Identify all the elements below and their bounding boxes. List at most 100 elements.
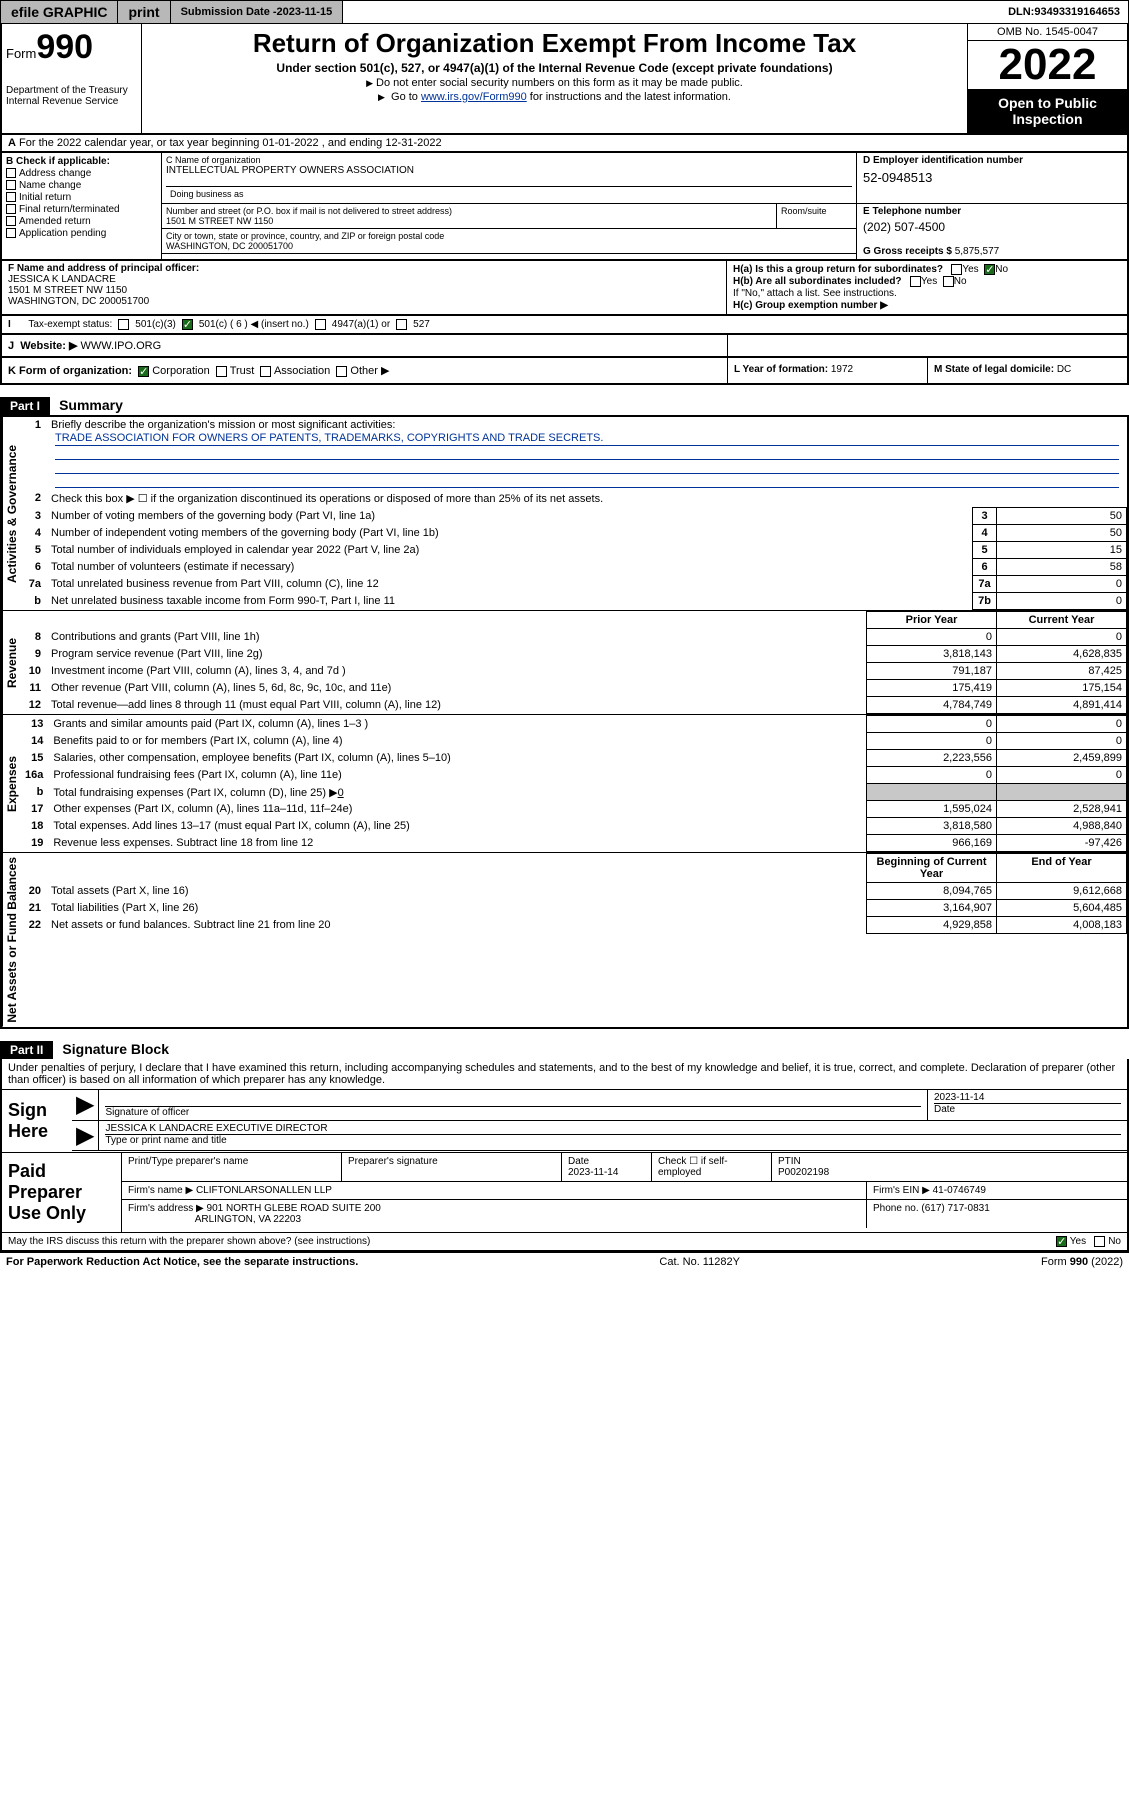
irs-link[interactable]: www.irs.gov/Form990 bbox=[421, 91, 527, 103]
chk-501c3[interactable] bbox=[118, 319, 129, 330]
chk-amended[interactable]: Amended return bbox=[6, 216, 157, 227]
gross-receipts: G Gross receipts $ 5,875,577 bbox=[863, 246, 1121, 257]
chk-assoc[interactable] bbox=[260, 366, 271, 377]
firm-ein: 41-0746749 bbox=[933, 1185, 986, 1196]
footer-mid: Cat. No. 11282Y bbox=[659, 1256, 740, 1268]
subtitle-3: Go to www.irs.gov/Form990 for instructio… bbox=[150, 91, 959, 103]
opt-501c: 501(c) ( 6 ) ◀ (insert no.) bbox=[199, 319, 309, 330]
officer-addr1: 1501 M STREET NW 1150 bbox=[8, 285, 127, 296]
form-title: Return of Organization Exempt From Incom… bbox=[150, 28, 959, 59]
efile-button[interactable]: efile GRAPHIC bbox=[1, 1, 118, 23]
chk-other[interactable] bbox=[336, 366, 347, 377]
org-name: INTELLECTUAL PROPERTY OWNERS ASSOCIATION bbox=[166, 165, 852, 176]
opt-other: Other ▶ bbox=[350, 365, 389, 377]
dept-treasury: Department of the Treasury bbox=[6, 85, 137, 96]
yes-1: Yes bbox=[962, 264, 978, 275]
room-cell: Room/suite bbox=[776, 204, 856, 228]
chk-corp[interactable] bbox=[138, 366, 149, 377]
opt-final: Final return/terminated bbox=[19, 204, 120, 215]
net-table: Beginning of Current YearEnd of Year 20T… bbox=[21, 853, 1127, 934]
city-cell: City or town, state or province, country… bbox=[162, 229, 856, 254]
exp-row-14: 14Benefits paid to or for members (Part … bbox=[21, 733, 1127, 750]
opt-address: Address change bbox=[19, 168, 91, 179]
chk-initial[interactable]: Initial return bbox=[6, 192, 157, 203]
no-1: No bbox=[995, 264, 1008, 275]
address-block: Number and street (or P.O. box if mail i… bbox=[162, 204, 857, 259]
city-value: WASHINGTON, DC 200051700 bbox=[166, 241, 852, 251]
ha-no[interactable] bbox=[984, 264, 995, 275]
org-name-cell: C Name of organization INTELLECTUAL PROP… bbox=[162, 153, 857, 204]
open-public: Open to Public Inspection bbox=[968, 89, 1127, 133]
sig-officer-label: Signature of officer bbox=[105, 1106, 921, 1118]
beg-hdr: Beginning of Current Year bbox=[867, 854, 997, 883]
date-label: Date bbox=[934, 1103, 1121, 1115]
header-left: Form990 Department of the Treasury Inter… bbox=[2, 24, 142, 133]
ha-label: H(a) Is this a group return for subordin… bbox=[733, 264, 943, 275]
topbar: efile GRAPHIC print Submission Date - 20… bbox=[0, 0, 1129, 24]
line-a: A For the 2022 calendar year, or tax yea… bbox=[0, 135, 1129, 153]
opt-amended: Amended return bbox=[19, 216, 91, 227]
vlabel-rev: Revenue bbox=[2, 611, 21, 714]
sect-governance: Activities & Governance 1 Briefly descri… bbox=[2, 417, 1127, 610]
prep-date-label: Date bbox=[568, 1156, 589, 1167]
firm-addr2: ARLINGTON, VA 22203 bbox=[195, 1214, 301, 1225]
gross-value: 5,875,577 bbox=[955, 246, 1000, 257]
yes-3: Yes bbox=[1070, 1236, 1086, 1247]
part2-badge: Part II bbox=[0, 1041, 53, 1059]
print-button[interactable]: print bbox=[118, 1, 170, 23]
chk-trust[interactable] bbox=[216, 366, 227, 377]
exp-row-16a: 16aProfessional fundraising fees (Part I… bbox=[21, 767, 1127, 784]
chk-pending[interactable]: Application pending bbox=[6, 228, 157, 239]
discuss-no[interactable] bbox=[1094, 1236, 1105, 1247]
chk-address-change[interactable]: Address change bbox=[6, 168, 157, 179]
discuss-yes[interactable] bbox=[1056, 1236, 1067, 1247]
chk-4947[interactable] bbox=[315, 319, 326, 330]
form-990: 990 bbox=[36, 28, 93, 66]
rev-row-10: 10Investment income (Part VIII, column (… bbox=[21, 663, 1127, 680]
opt-pending: Application pending bbox=[19, 228, 106, 239]
l-value: 1972 bbox=[831, 364, 853, 375]
opt-501c3: 501(c)(3) bbox=[135, 319, 176, 330]
org-name-label: C Name of organization bbox=[166, 155, 852, 165]
header-right: OMB No. 1545-0047 2022 Open to Public In… bbox=[967, 24, 1127, 133]
chk-527[interactable] bbox=[396, 319, 407, 330]
net-row-20: 20Total assets (Part X, line 16)8,094,76… bbox=[21, 883, 1127, 900]
identity-block: B Check if applicable: Address change Na… bbox=[0, 153, 1129, 261]
net-row-22: 22Net assets or fund balances. Subtract … bbox=[21, 917, 1127, 934]
ptin-value: P00202198 bbox=[778, 1167, 829, 1178]
officer-name-val: JESSICA K LANDACRE EXECUTIVE DIRECTOR bbox=[105, 1123, 1121, 1134]
website-value: WWW.IPO.ORG bbox=[80, 340, 161, 352]
hc-label: H(c) Group exemption number ▶ bbox=[733, 300, 888, 311]
ha-yes[interactable] bbox=[951, 264, 962, 275]
goto-text: Go to bbox=[391, 91, 421, 103]
part2-title: Signature Block bbox=[62, 1041, 169, 1057]
prep-date: 2023-11-14 bbox=[568, 1167, 618, 1178]
exp-row-18: 18Total expenses. Add lines 13–17 (must … bbox=[21, 818, 1127, 835]
subdate-label: Submission Date - bbox=[181, 6, 277, 18]
gov-row-6: 6Total number of volunteers (estimate if… bbox=[21, 559, 1127, 576]
chk-501c[interactable] bbox=[182, 319, 193, 330]
prep-name-label: Print/Type preparer's name bbox=[122, 1153, 342, 1181]
gov-row-7a: 7aTotal unrelated business revenue from … bbox=[21, 576, 1127, 593]
footer-left: For Paperwork Reduction Act Notice, see … bbox=[6, 1256, 358, 1268]
sign-here-label: Sign Here bbox=[2, 1090, 72, 1152]
blank3 bbox=[55, 474, 1119, 488]
tax-exempt-status: I Tax-exempt status: 501(c)(3) 501(c) ( … bbox=[0, 316, 1129, 335]
part1-badge: Part I bbox=[0, 397, 50, 415]
sig-arrow-icon-2: ▶ bbox=[72, 1121, 98, 1150]
hb-yes[interactable] bbox=[910, 276, 921, 287]
phone-label: Phone no. bbox=[873, 1203, 921, 1214]
dba-label: Doing business as bbox=[166, 186, 852, 201]
chk-name-change[interactable]: Name change bbox=[6, 180, 157, 191]
paid-preparer-row: Paid Preparer Use Only Print/Type prepar… bbox=[2, 1152, 1127, 1232]
curr-hdr: Current Year bbox=[997, 612, 1127, 629]
blank2 bbox=[55, 460, 1119, 474]
irs-label: Internal Revenue Service bbox=[6, 96, 137, 107]
mission-text: TRADE ASSOCIATION FOR OWNERS OF PATENTS,… bbox=[55, 431, 1119, 446]
principal-officer: F Name and address of principal officer:… bbox=[2, 261, 727, 314]
page-footer: For Paperwork Reduction Act Notice, see … bbox=[0, 1253, 1129, 1271]
col-c: C Name of organization INTELLECTUAL PROP… bbox=[162, 153, 1127, 259]
chk-final[interactable]: Final return/terminated bbox=[6, 204, 157, 215]
hb-no[interactable] bbox=[943, 276, 954, 287]
part1-box: Activities & Governance 1 Briefly descri… bbox=[0, 415, 1129, 1029]
